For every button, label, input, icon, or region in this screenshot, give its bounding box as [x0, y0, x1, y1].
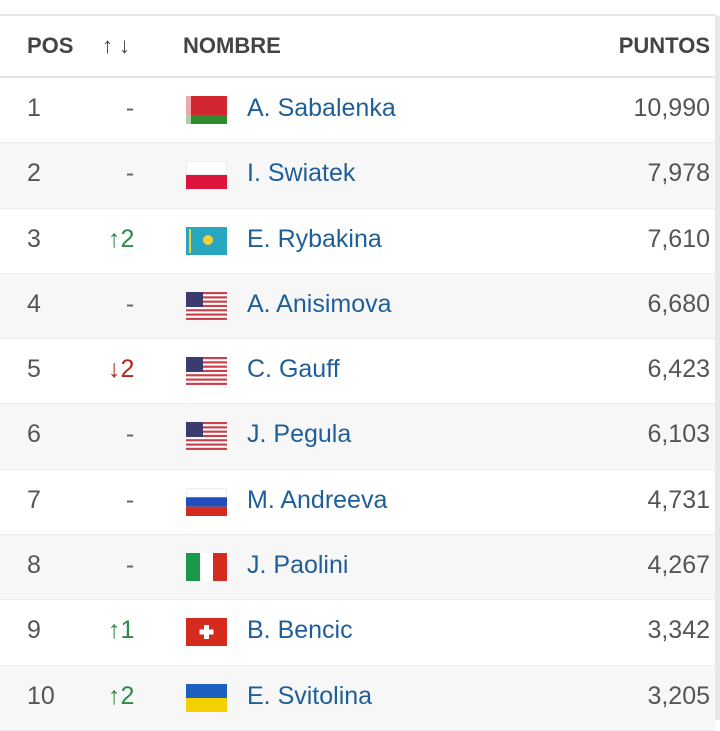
- player-name-link[interactable]: C. Gauff: [247, 355, 340, 384]
- rank-change: ↓2: [108, 355, 135, 384]
- position: 6: [27, 420, 41, 449]
- header-points[interactable]: PUNTOS: [618, 33, 710, 58]
- player-name-link[interactable]: I. Swiatek: [247, 159, 356, 188]
- rank-change: -: [125, 159, 135, 188]
- points: 3,342: [647, 616, 710, 645]
- player-name-link[interactable]: M. Andreeva: [247, 485, 388, 514]
- points: 6,423: [647, 355, 710, 384]
- table-row[interactable]: 6 - J. Pegula 6,103: [0, 404, 716, 470]
- table-row[interactable]: 5 ↓2 C. Gauff 6,423: [0, 339, 716, 405]
- position: 2: [27, 159, 41, 188]
- usa-flag-icon: [186, 291, 227, 320]
- player-name-link[interactable]: A. Anisimova: [247, 289, 392, 318]
- rank-change: ↑2: [108, 224, 135, 253]
- rank-change: ↑2: [108, 681, 135, 710]
- table-row[interactable]: 4 - A. Anisimova 6,680: [0, 273, 716, 340]
- table-row[interactable]: 7 - M. Andreeva 4,731: [0, 470, 716, 536]
- position: 1: [27, 94, 41, 122]
- usa-flag-icon: [186, 422, 227, 451]
- table-header: POS ↑↓ NOMBRE PUNTOS: [0, 16, 716, 78]
- position: 7: [27, 485, 41, 514]
- header-change[interactable]: ↑↓: [102, 33, 136, 58]
- scrollbar[interactable]: [715, 16, 720, 720]
- rank-change: ↑1: [108, 616, 135, 645]
- player-name-link[interactable]: J. Paolini: [247, 551, 349, 580]
- kazakhstan-flag-icon: [186, 226, 227, 255]
- player-name-link[interactable]: B. Bencic: [247, 616, 353, 645]
- player-name-link[interactable]: E. Svitolina: [247, 681, 373, 710]
- points: 4,731: [647, 485, 710, 514]
- player-name-link[interactable]: A. Sabalenka: [247, 94, 396, 122]
- position: 10: [27, 681, 55, 710]
- table-row[interactable]: 10 ↑2 E. Svitolina 3,205: [0, 665, 716, 731]
- top-divider: [0, 14, 716, 16]
- rank-change: -: [125, 420, 135, 449]
- position: 3: [27, 224, 41, 253]
- belarus-flag-icon: [186, 96, 227, 124]
- rank-change: -: [125, 94, 135, 122]
- header-name[interactable]: NOMBRE: [183, 33, 281, 58]
- points: 7,978: [647, 159, 710, 188]
- points: 3,205: [647, 681, 710, 710]
- position: 5: [27, 355, 41, 384]
- position: 9: [27, 616, 41, 645]
- ukraine-flag-icon: [186, 683, 227, 712]
- ranking-table: 1 - A. Sabalenka 10,990 2 - I. Swiatek 7,…: [0, 78, 716, 731]
- points: 6,680: [647, 289, 710, 318]
- table-row[interactable]: 1 - A. Sabalenka 10,990: [0, 78, 716, 144]
- table-row[interactable]: 3 ↑2 E. Rybakina 7,610: [0, 209, 716, 274]
- player-name-link[interactable]: E. Rybakina: [247, 224, 382, 253]
- header-pos[interactable]: POS: [27, 33, 74, 58]
- points: 7,610: [647, 224, 710, 253]
- usa-flag-icon: [186, 357, 227, 386]
- position: 8: [27, 551, 41, 580]
- italy-flag-icon: [186, 553, 227, 582]
- points: 6,103: [647, 420, 710, 449]
- rank-change: -: [125, 551, 135, 580]
- position: 4: [27, 289, 41, 318]
- russia-flag-icon: [186, 487, 227, 516]
- table-row[interactable]: 2 - I. Swiatek 7,978: [0, 143, 716, 209]
- table-row[interactable]: 8 - J. Paolini 4,267: [0, 535, 716, 601]
- switzerland-flag-icon: [186, 618, 227, 647]
- points: 4,267: [647, 551, 710, 580]
- points: 10,990: [633, 94, 710, 122]
- poland-flag-icon: [186, 161, 227, 190]
- rank-change: -: [125, 485, 135, 514]
- table-row[interactable]: 9 ↑1 B. Bencic 3,342: [0, 600, 716, 666]
- rank-change: -: [125, 289, 135, 318]
- player-name-link[interactable]: J. Pegula: [247, 420, 352, 449]
